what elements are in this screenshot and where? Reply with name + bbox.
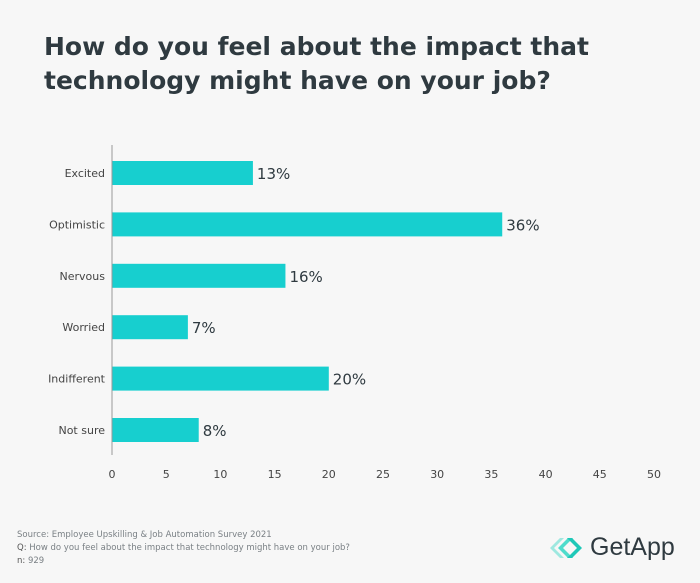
x-tick-label: 40 xyxy=(539,468,553,481)
x-tick-label: 0 xyxy=(109,468,116,481)
x-tick-label: 25 xyxy=(376,468,390,481)
category-label: Worried xyxy=(62,321,105,334)
data-label: 13% xyxy=(257,165,290,183)
x-tick-label: 15 xyxy=(268,468,282,481)
bar xyxy=(112,366,329,391)
x-tick-label: 35 xyxy=(484,468,498,481)
category-label: Not sure xyxy=(58,424,105,437)
category-label: Optimistic xyxy=(49,218,105,231)
x-tick-label: 50 xyxy=(647,468,661,481)
bar xyxy=(112,161,253,185)
getapp-logo: GetApp xyxy=(550,533,675,562)
data-label: 7% xyxy=(192,319,216,337)
category-label: Excited xyxy=(65,167,105,180)
x-tick-label: 20 xyxy=(322,468,336,481)
data-label: 36% xyxy=(506,216,539,234)
data-label: 20% xyxy=(333,371,366,389)
bar xyxy=(112,315,188,340)
q-label: Q: xyxy=(17,543,27,553)
x-tick-label: 10 xyxy=(213,468,227,481)
question-note: Q: How do you feel about the impact that… xyxy=(17,543,350,553)
x-tick-label: 30 xyxy=(430,468,444,481)
bar xyxy=(112,212,503,237)
source-note: Source: Employee Upskilling & Job Automa… xyxy=(17,530,272,540)
getapp-chevrons-icon xyxy=(550,537,582,558)
n-label: n: xyxy=(17,556,26,566)
bar xyxy=(112,263,286,288)
data-label: 16% xyxy=(289,268,322,286)
bar xyxy=(112,418,199,442)
x-tick-label: 45 xyxy=(593,468,607,481)
sample-size-note: n: 929 xyxy=(17,556,44,566)
x-tick-label: 5 xyxy=(163,468,170,481)
chart-title: How do you feel about the impact that te… xyxy=(44,32,589,95)
category-label: Nervous xyxy=(60,270,106,283)
category-label: Indifferent xyxy=(48,373,106,386)
data-label: 8% xyxy=(203,422,227,440)
sample-size: 929 xyxy=(27,556,45,566)
question-text: How do you feel about the impact that te… xyxy=(29,543,350,553)
logo-text: GetApp xyxy=(590,533,675,561)
